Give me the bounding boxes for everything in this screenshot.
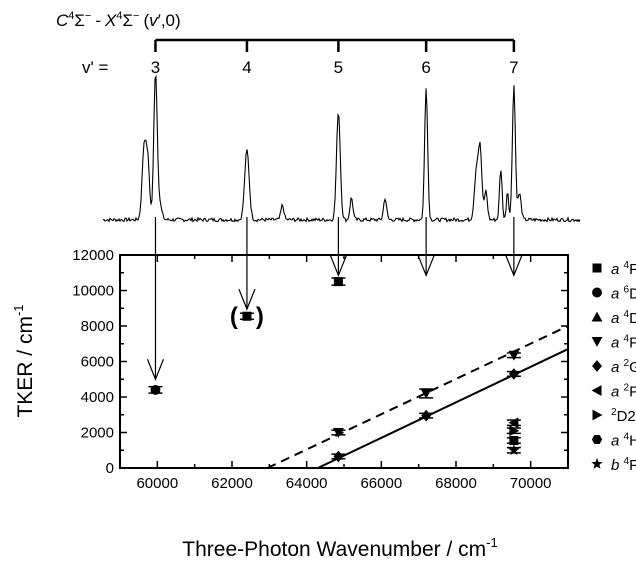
plot-frame: [119, 254, 569, 469]
y-tick-label: 0: [106, 460, 114, 477]
y-tick-label: 10000: [72, 283, 114, 300]
legend-label-b4P: b 4P: [611, 456, 636, 474]
arrow-head: [146, 359, 165, 381]
y-tick-label: 8000: [81, 318, 114, 335]
legend-label-2D2: 2D2: [611, 407, 636, 425]
x-tick-label: 66000: [360, 475, 402, 492]
bracket-close: ): [256, 303, 264, 330]
point-a4F: [333, 277, 343, 287]
point-a4P: [420, 388, 432, 399]
x-tick-label: 64000: [286, 475, 328, 492]
vibrational-level-label: 6: [421, 58, 430, 77]
y-tick-label: 12000: [72, 247, 114, 264]
legend-label-a4D: a 4D: [611, 309, 636, 327]
y-tick-label: 4000: [81, 389, 114, 406]
plot-area: 60000 62000 64000 66000 68000 70000 0 2000 4000…: [72, 247, 569, 492]
point-a4P: [333, 428, 344, 438]
point-b4P: [508, 444, 520, 456]
band-system-label: C4Σ− - X4Σ− (v′,0): [56, 10, 181, 30]
y-axis-label: TKER / cm-1: [11, 304, 37, 417]
legend-label-a2G: a 2G: [611, 358, 636, 376]
point-a4F: [509, 435, 519, 445]
point-a2G: [421, 409, 432, 422]
vibrational-prefix: v' =: [82, 58, 108, 77]
x-tick-label: 68000: [435, 475, 477, 492]
arrow-head: [329, 255, 347, 278]
assignment-arrows: [146, 217, 523, 381]
legend-marker-2D2: [592, 409, 603, 421]
point-a4F: [242, 311, 252, 321]
x-tick-label: 70000: [510, 475, 552, 492]
vibrational-level-label: 4: [242, 58, 251, 77]
legend-label-a4H: a 4H: [611, 432, 636, 450]
legend-marker-a2P: [591, 385, 602, 396]
x-axis-label: Three-Photon Wavenumber / cm-1: [182, 535, 497, 561]
legend-marker-a4H: [591, 435, 603, 444]
point-a2G: [333, 450, 344, 463]
x-axis-ticks: 60000 62000 64000 66000 68000 70000: [119, 255, 569, 492]
arrow-head: [417, 255, 435, 278]
point-a2P: [508, 417, 519, 429]
legend: a 4F a 6D a 4D a 4P a 2G a 2P 2D2 a 4H b 4P: [591, 260, 636, 474]
x-tick-label: 60000: [136, 475, 178, 492]
legend-label-a4F: a 4F: [611, 260, 636, 278]
spectrum-trace: [102, 74, 581, 223]
legend-label-a2P: a 2P: [611, 383, 636, 401]
legend-marker-a4F: [592, 263, 602, 273]
legend-label-a6D: a 6D: [611, 285, 636, 303]
arrow-head: [505, 255, 523, 278]
vibrational-level-label: 5: [334, 58, 343, 77]
point-a4P: [508, 350, 520, 361]
vibrational-level-label: 3: [151, 58, 160, 77]
point-a6D: [150, 384, 161, 395]
legend-marker-a4D: [591, 311, 603, 322]
fit-lines: [267, 325, 569, 469]
y-tick-label: 2000: [81, 425, 114, 442]
legend-label-a4P: a 4P: [611, 334, 636, 352]
x-tick-label: 62000: [211, 475, 253, 492]
data-points: (): [148, 277, 521, 463]
point-a2G: [508, 368, 519, 380]
fit-line-solid: [317, 348, 569, 469]
y-tick-label: 6000: [81, 354, 114, 371]
vibrational-comb: 3 4 5 6 7: [151, 38, 519, 77]
vibrational-level-label: 7: [509, 58, 518, 77]
legend-marker-b4P: [591, 457, 603, 469]
point-2D2: [509, 425, 520, 437]
arrow-head: [238, 288, 256, 311]
legend-marker-a4P: [591, 337, 603, 347]
y-axis-ticks: 0 2000 4000 6000 8000 10000 12000: [72, 247, 568, 477]
fit-line-dashed: [267, 325, 569, 469]
legend-marker-a6D: [592, 287, 602, 298]
bracket-open: (: [230, 303, 238, 330]
legend-marker-a2G: [592, 360, 602, 372]
